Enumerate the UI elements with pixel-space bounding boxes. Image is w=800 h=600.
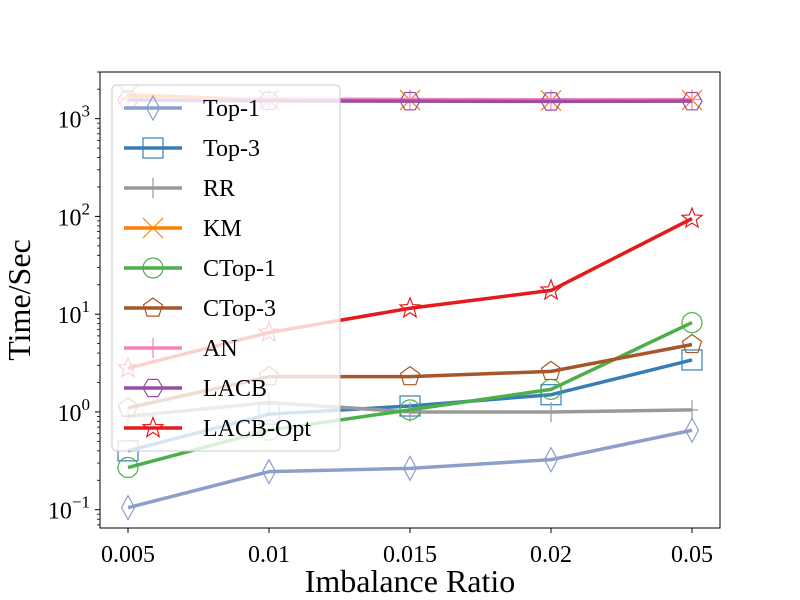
data-point xyxy=(681,333,703,354)
data-point xyxy=(399,365,421,386)
legend-item: LACB-Opt xyxy=(124,415,311,442)
legend-label: LACB xyxy=(203,376,267,402)
y-axis: 10−1 100 101 102 103 xyxy=(48,71,100,526)
y-tick-label: 100 xyxy=(58,395,91,427)
x-tick-label: 0.015 xyxy=(383,542,437,568)
legend-label: KM xyxy=(203,216,242,242)
x-tick-label: 0.05 xyxy=(671,542,713,568)
legend-label: CTop-1 xyxy=(203,256,276,282)
y-tick-label: 101 xyxy=(58,297,91,329)
legend-label: Top-1 xyxy=(203,96,260,122)
data-point xyxy=(117,456,139,479)
y-tick-label: 10−1 xyxy=(48,493,90,525)
legend: Top-1 Top-3 RR KM CTop-1 CTop-3 AN LACB LACB-Opt xyxy=(111,84,341,452)
legend-item: RR xyxy=(124,176,235,202)
legend-marker xyxy=(147,178,159,198)
legend-marker xyxy=(142,297,164,317)
data-point xyxy=(680,206,704,229)
legend-marker xyxy=(143,338,163,358)
legend-label: LACB-Opt xyxy=(203,416,311,442)
legend-label: AN xyxy=(203,336,238,362)
data-point xyxy=(540,360,562,381)
data-point xyxy=(684,416,700,444)
data-point xyxy=(543,446,559,473)
legend-item: LACB xyxy=(124,376,267,402)
legend-marker xyxy=(142,257,164,279)
legend-marker xyxy=(145,94,161,122)
legend-marker xyxy=(142,378,164,398)
legend-box xyxy=(111,84,341,452)
legend-item: CTop-1 xyxy=(124,256,276,282)
legend-item: KM xyxy=(124,216,242,242)
x-tick-label: 0.02 xyxy=(530,542,572,568)
legend-item: Top-3 xyxy=(124,136,260,162)
data-point xyxy=(120,494,136,521)
x-tick-label: 0.01 xyxy=(248,542,290,568)
data-point xyxy=(399,399,421,421)
data-point xyxy=(681,91,703,111)
x-tick-label: 0.005 xyxy=(101,542,155,568)
legend-marker xyxy=(141,415,165,438)
x-axis-label: Imbalance Ratio xyxy=(305,563,516,599)
legend-label: CTop-3 xyxy=(203,296,276,322)
y-axis-label: Time/Sec xyxy=(1,239,37,361)
data-point xyxy=(545,401,557,422)
data-point xyxy=(398,296,422,319)
y-tick-label: 103 xyxy=(58,102,91,134)
legend-item: CTop-3 xyxy=(124,296,276,322)
legend-marker xyxy=(142,217,164,239)
series-line xyxy=(127,428,693,510)
series-top-1 xyxy=(120,416,700,521)
legend-item: Top-1 xyxy=(124,94,260,122)
data-point xyxy=(399,91,421,111)
legend-label: Top-3 xyxy=(203,136,260,162)
data-point xyxy=(539,278,563,301)
data-point xyxy=(261,458,277,485)
x-axis: 0.005 0.01 0.015 0.02 0.05 xyxy=(101,528,713,568)
data-point xyxy=(402,455,418,482)
data-point xyxy=(681,312,703,334)
data-point xyxy=(540,92,562,111)
y-tick-label: 102 xyxy=(58,199,91,231)
data-point xyxy=(686,399,698,420)
data-point xyxy=(681,349,703,371)
legend-label: RR xyxy=(203,176,235,202)
legend-marker xyxy=(142,137,164,159)
legend-item: AN xyxy=(124,336,238,362)
